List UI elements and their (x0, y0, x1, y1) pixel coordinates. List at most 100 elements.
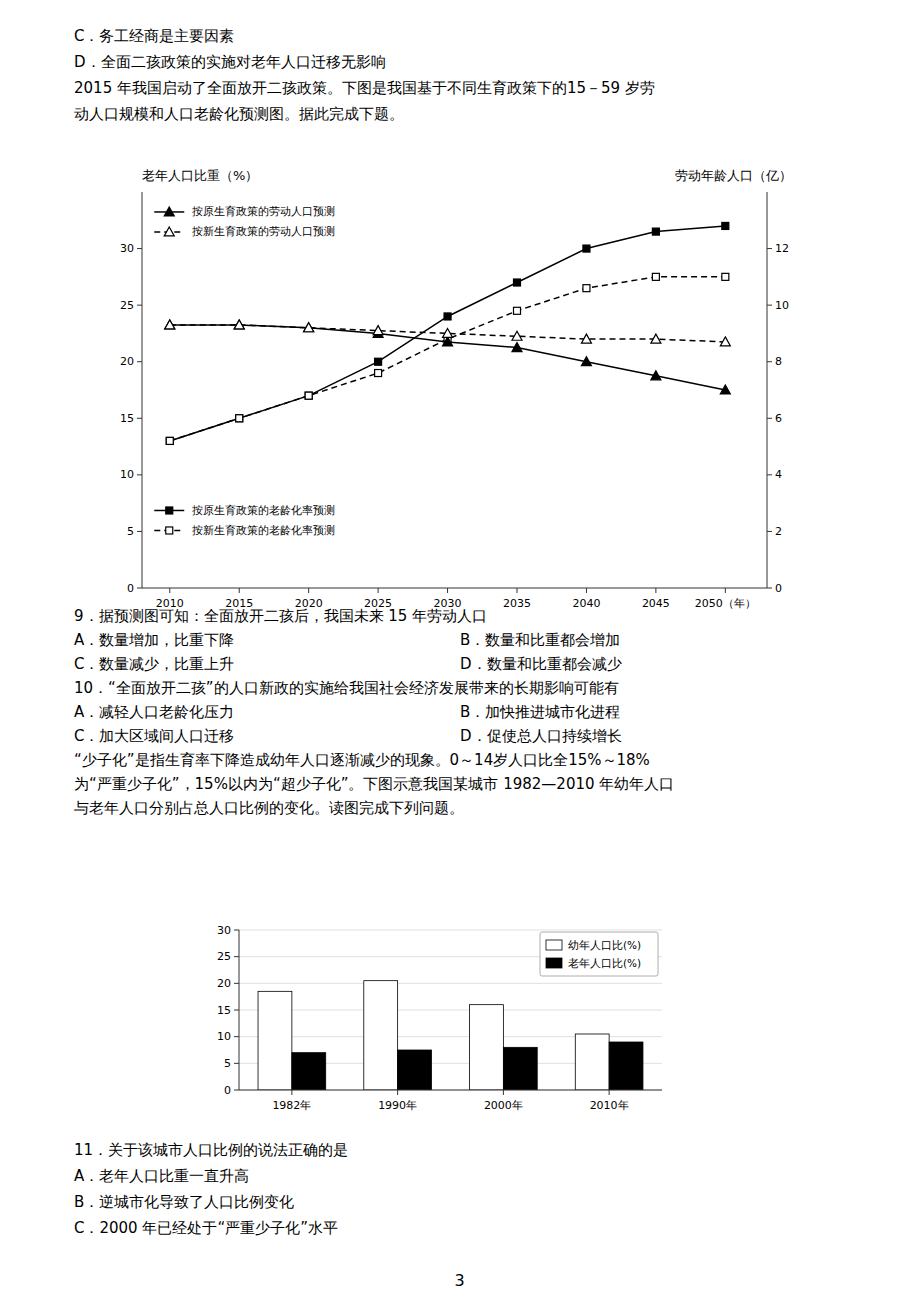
x-axis-line (142, 588, 767, 589)
point-marker (581, 334, 591, 343)
line-chart: 老年人口比重（%）劳动年龄人口（亿）2010201520202025203020… (120, 168, 792, 610)
text-line: 11．关于该城市人口比例的说法正确的是 (74, 1141, 348, 1159)
y-tick-label: 10 (217, 1030, 231, 1043)
point-marker (375, 370, 382, 377)
x-tick-label: 1982年 (272, 1099, 311, 1112)
y-tick-label: 15 (217, 1004, 231, 1017)
text-line: 2015 年我国启动了全面放开二孩政策。下图是我国基于不同生育政策下的15－59… (74, 79, 655, 97)
legend-marker (164, 227, 174, 236)
x-tick (503, 1090, 504, 1095)
y2-tick-label: 0 (775, 582, 782, 595)
text-line: A．减轻人口老龄化压力 (74, 703, 234, 721)
y-tick-label: 25 (120, 299, 134, 312)
bar (575, 1034, 609, 1090)
point-marker (720, 337, 730, 346)
x-tick-label: 2010年 (590, 1099, 629, 1112)
y-tick-label: 5 (224, 1057, 231, 1070)
x-tick (308, 588, 309, 593)
y-tick (137, 531, 142, 532)
text-line: D．数量和比重都会减少 (460, 655, 622, 673)
legend-marker (166, 507, 173, 514)
point-marker (512, 331, 522, 340)
point-marker (165, 320, 175, 329)
y-tick (234, 983, 239, 984)
y2-tick-label: 10 (775, 299, 789, 312)
text-block: C．务工经商是主要因素D．全面二孩政策的实施对老年人口迁移无影响2015 年我国… (74, 27, 655, 123)
y2-tick (767, 588, 772, 589)
x-tick (378, 588, 379, 593)
y2-axis-title: 劳动年龄人口（亿） (675, 168, 792, 183)
y2-tick-label: 4 (775, 468, 782, 481)
bar (258, 991, 292, 1090)
x-tick (655, 588, 656, 593)
x-tick (447, 588, 448, 593)
x-tick-label: 2020 (295, 597, 323, 610)
bar (398, 1050, 432, 1090)
y2-tick (767, 531, 772, 532)
y-tick-label: 15 (120, 412, 134, 425)
y-tick (234, 1063, 239, 1064)
x-tick-label: 2040 (572, 597, 600, 610)
point-marker (512, 343, 522, 352)
point-marker (444, 313, 451, 320)
y2-tick (767, 474, 772, 475)
bar (364, 981, 398, 1090)
y2-tick (767, 418, 772, 419)
x-tick-label: 2035 (503, 597, 531, 610)
text-line: C．加大区域间人口迁移 (74, 727, 234, 745)
point-marker (166, 437, 173, 444)
x-tick (239, 588, 240, 593)
legend-label: 幼年人口比(%) (568, 939, 641, 951)
text-line: C．数量减少，比重上升 (74, 655, 234, 673)
text-line: 与老年人口分别占总人口比例的变化。读图完成下列问题。 (74, 799, 464, 817)
text-line: 动人口规模和人口老龄化预测图。据此完成下题。 (74, 105, 404, 123)
text-line: B．逆城市化导致了人口比例变化 (74, 1193, 294, 1211)
point-marker (581, 357, 591, 366)
x-tick-label: 2015 (225, 597, 253, 610)
y-tick (234, 1010, 239, 1011)
legend: 幼年人口比(%)老年人口比(%) (540, 932, 658, 976)
y-tick (234, 956, 239, 957)
bar (609, 1042, 643, 1090)
y-tick (137, 474, 142, 475)
text-block: 9．据预测图可知：全面放开二孩后，我国未来 15 年劳动人口A．数量增加，比重下… (74, 607, 674, 817)
x-tick-label: 2030 (434, 597, 462, 610)
text-line: 10．“全面放开二孩”的人口新政的实施给我国社会经济发展带来的长期影响可能有 (74, 679, 619, 697)
x-tick (725, 588, 726, 593)
point-marker (652, 228, 659, 235)
text-line: B．加快推进城市化进程 (460, 703, 620, 721)
series-line (170, 325, 726, 390)
y-tick-label: 0 (224, 1084, 231, 1097)
y-tick (137, 418, 142, 419)
text-line: D．促使总人口持续增长 (460, 727, 622, 745)
y-tick (234, 1036, 239, 1037)
y-tick-label: 0 (127, 582, 134, 595)
x-tick (291, 1090, 292, 1095)
bar (470, 1005, 504, 1090)
legend-swatch (546, 940, 562, 950)
point-marker (514, 279, 521, 286)
point-marker (583, 245, 590, 252)
y2-tick-label: 12 (775, 242, 789, 255)
x-tick-label: 2010 (156, 597, 184, 610)
point-marker (443, 328, 453, 337)
y-tick (234, 1090, 239, 1091)
grid-line (239, 983, 662, 984)
plot-area (165, 222, 731, 444)
y2-tick (767, 305, 772, 306)
text-line: C．2000 年已经处于“严重少子化”水平 (74, 1219, 338, 1237)
y-tick-label: 10 (120, 468, 134, 481)
point-marker (373, 326, 383, 335)
legend-label: 按原生育政策的劳动人口预测 (192, 205, 335, 218)
series-line (170, 226, 726, 441)
background (0, 0, 919, 1302)
y-tick-label: 5 (127, 525, 134, 538)
point-marker (651, 371, 661, 380)
legend-label: 按原生育政策的老龄化率预测 (192, 504, 335, 517)
legend-marker (164, 207, 174, 216)
point-marker (305, 392, 312, 399)
bar-chart: 0510152025301982年1990年2000年2010年幼年人口比(%)… (217, 924, 662, 1113)
text-line: 为“严重少子化”，15%以内为“超少子化”。下图示意我国某城市 1982—201… (74, 775, 674, 793)
y2-tick-label: 2 (775, 525, 782, 538)
point-marker (652, 273, 659, 280)
